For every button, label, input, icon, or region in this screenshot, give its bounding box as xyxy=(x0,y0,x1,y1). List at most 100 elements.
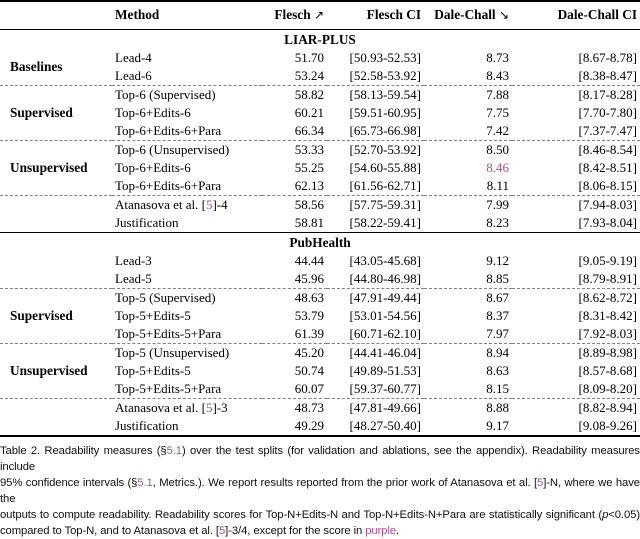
flesch-ci-cell: [58.13-59.54] xyxy=(327,85,424,104)
flesch-cell: 60.21 xyxy=(294,105,324,120)
header-method: Method xyxy=(112,1,262,30)
method-cell: Top-5+Edits-5+Para xyxy=(115,381,222,396)
flesch-cell: 55.25 xyxy=(294,160,324,175)
caption-line: 95% confidence intervals (§5.1, Metrics.… xyxy=(0,475,640,507)
method-cell: Top-5+Edits-5+Para xyxy=(115,326,222,341)
table-header-row: Method Flesch ↗ Flesch CI Dale-Chall ↘ D… xyxy=(0,1,640,30)
section-ref-link[interactable]: 5.1 xyxy=(166,445,183,457)
table-row: Baselines Lead-4 51.70 [50.93-52.53] 8.7… xyxy=(0,49,640,74)
section-ref-link[interactable]: 5.1 xyxy=(137,477,153,489)
flesch-cell: 53.24 xyxy=(294,68,324,83)
flesch-cell: 58.56 xyxy=(262,195,327,214)
citation-link-5[interactable]: 5 xyxy=(537,477,544,489)
flesch-cell: 53.33 xyxy=(262,140,327,159)
table-row: Top-5+Edits-5 50.74 [49.89-51.53] 8.63 [… xyxy=(0,362,640,380)
dale-chall-cell: 8.23 xyxy=(486,215,509,230)
dale-chall-ci-cell: [8.57-8.68] xyxy=(578,363,638,378)
method-cell: Top-6+Edits-6 xyxy=(115,160,191,175)
dale-chall-ci-cell: [7.93-8.04] xyxy=(578,215,638,230)
table-row: Top-6+Edits-6 60.21 [59.51-60.95] 7.75 [… xyxy=(0,104,640,122)
table-row: Top-5+Edits-5+Para 60.07 [59.37-60.77] 8… xyxy=(0,380,640,399)
dale-chall-cell: 7.88 xyxy=(424,85,512,104)
method-cell: Justification xyxy=(115,418,179,433)
flesch-ci-cell: [61.56-62.71] xyxy=(349,178,422,193)
header-group-spacer xyxy=(0,1,112,30)
dale-chall-cell: 8.37 xyxy=(486,308,509,323)
results-table: Method Flesch ↗ Flesch CI Dale-Chall ↘ D… xyxy=(0,0,640,437)
table-row: Lead-3 44.44 [43.05-45.68] 9.12 [9.05-9.… xyxy=(0,252,640,270)
flesch-cell: 50.74 xyxy=(294,363,324,378)
method-text: ]-3 xyxy=(212,400,228,415)
dale-chall-cell: 7.97 xyxy=(486,326,509,341)
table-row: Unsupervised Top-5 (Unsupervised) 45.20 … xyxy=(0,343,640,399)
group-label-cell-empty xyxy=(0,195,112,233)
section-title-text: PubHealth xyxy=(0,232,640,252)
caption-text: outputs to compute readability. Readabil… xyxy=(0,509,603,521)
caption-text: , Metrics.). We report results reported … xyxy=(152,477,538,489)
group-label-cell: Supervised xyxy=(0,288,112,344)
flesch-cell: 51.70 xyxy=(294,50,324,65)
caption-text: ]-3/4, except for the score in xyxy=(225,525,366,537)
method-cell: Top-6 (Supervised) xyxy=(112,85,262,104)
table-row: Atanasova et al. [5]-4 58.56 [57.75-59.3… xyxy=(0,195,640,233)
flesch-ci-cell: [48.27-50.40] xyxy=(349,418,422,433)
dale-chall-cell: 8.73 xyxy=(486,50,509,65)
table-caption: Table 2. Readability measures (§5.1) ove… xyxy=(0,443,640,539)
header-dale-chall: Dale-Chall ↘ xyxy=(424,1,512,30)
flesch-cell: 66.34 xyxy=(294,123,324,138)
flesch-ci-cell: [65.73-66.98] xyxy=(349,123,422,138)
flesch-cell: 49.29 xyxy=(294,418,324,433)
table-row: Top-6+Edits-6 55.25 [54.60-55.88] 8.46 [… xyxy=(0,159,640,177)
dale-chall-cell: 9.17 xyxy=(486,418,509,433)
method-cell: Top-5 (Supervised) xyxy=(112,288,262,307)
dale-chall-ci-cell: [7.92-8.03] xyxy=(578,326,638,341)
group-label-cell: Unsupervised xyxy=(0,343,112,399)
table-row: Top-6+Edits-6+Para 66.34 [65.73-66.98] 7… xyxy=(0,122,640,141)
caption-line: compared to Top-N, and to Atanasova et a… xyxy=(0,523,640,539)
flesch-ci-cell: [57.75-59.31] xyxy=(327,195,424,214)
group-label-cell: Baselines xyxy=(10,59,63,74)
caption-text: Table 2. Readability measures (§ xyxy=(0,445,167,457)
table-row: Lead-5 45.96 [44.80-46.98] 8.85 [8.79-8.… xyxy=(0,270,640,289)
table-row: Justification 49.29 [48.27-50.40] 9.17 [… xyxy=(0,417,640,436)
method-cell: Atanasova et al. [5]-3 xyxy=(112,398,262,417)
dale-chall-cell: 7.99 xyxy=(424,195,512,214)
dale-chall-ci-cell: [8.09-8.20] xyxy=(578,381,638,396)
method-cell: Atanasova et al. [5]-4 xyxy=(112,195,262,214)
dale-chall-cell: 9.12 xyxy=(486,253,509,268)
header-flesch-label: Flesch xyxy=(274,7,311,22)
method-cell: Top-5+Edits-5 xyxy=(115,308,191,323)
table-row: Justification 58.81 [58.22-59.41] 8.23 [… xyxy=(0,214,640,233)
flesch-ci-cell: [52.58-53.92] xyxy=(349,68,422,83)
group-label-cell: Unsupervised xyxy=(0,140,112,196)
caption-line: outputs to compute readability. Readabil… xyxy=(0,507,640,523)
flesch-cell: 48.73 xyxy=(262,398,327,417)
flesch-ci-cell: [59.37-60.77] xyxy=(349,381,422,396)
section-title-liar-plus: LIAR-PLUS xyxy=(0,30,640,50)
flesch-cell: 61.39 xyxy=(294,326,324,341)
flesch-cell: 62.13 xyxy=(294,178,324,193)
citation-link-5[interactable]: 5 xyxy=(205,400,213,415)
dale-chall-ci-cell: [8.82-8.94] xyxy=(512,398,640,417)
table-row: Supervised Top-6 (Supervised) 58.82 [58.… xyxy=(0,85,640,141)
flesch-ci-cell: [53.01-54.56] xyxy=(349,308,422,323)
dale-chall-ci-cell: [8.31-8.42] xyxy=(578,308,638,323)
flesch-ci-cell: [47.91-49.44] xyxy=(327,288,424,307)
flesch-ci-cell: [44.41-46.04] xyxy=(327,343,424,362)
header-dale-chall-label: Dale-Chall xyxy=(434,7,496,22)
caption-text: 95% confidence intervals (§ xyxy=(0,477,138,489)
dale-chall-cell: 8.11 xyxy=(486,178,509,193)
dale-chall-ci-cell: [8.67-8.78] xyxy=(578,50,638,65)
header-flesch: Flesch ↗ xyxy=(262,1,327,30)
method-cell: Lead-3 xyxy=(115,253,152,268)
flesch-cell: 44.44 xyxy=(294,253,324,268)
dale-chall-ci-cell: [9.08-9.26] xyxy=(578,418,638,433)
table-row: Unsupervised Top-6 (Unsupervised) 53.33 … xyxy=(0,140,640,196)
dale-chall-cell: 8.15 xyxy=(486,381,509,396)
group-label-cell-empty xyxy=(0,252,112,289)
flesch-ci-cell: [44.80-46.98] xyxy=(349,271,422,286)
dale-chall-cell: 8.63 xyxy=(486,363,509,378)
group-label-cell: Supervised xyxy=(0,85,112,141)
citation-link-5[interactable]: 5 xyxy=(205,197,213,212)
